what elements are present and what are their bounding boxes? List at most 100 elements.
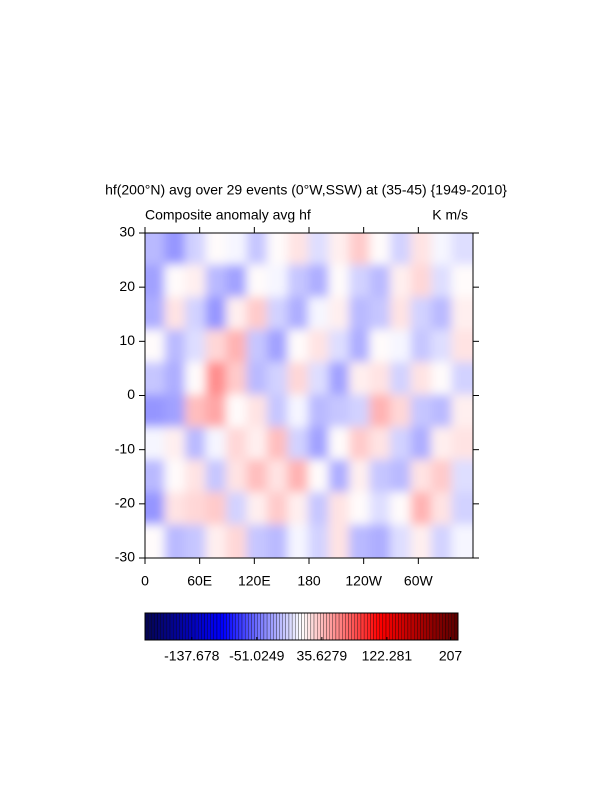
cell <box>451 264 473 299</box>
cell <box>287 394 310 429</box>
cell <box>267 524 290 558</box>
cell <box>328 492 351 527</box>
cell <box>349 492 372 527</box>
cell <box>410 329 433 364</box>
colorbar-box <box>332 612 337 641</box>
colorbar-box <box>429 612 434 641</box>
colorbar-box <box>395 612 399 641</box>
colorbar-box <box>173 612 177 641</box>
colorbar-box <box>301 612 305 641</box>
cell <box>246 427 269 462</box>
colorbar-box <box>451 612 456 641</box>
cell <box>328 524 351 558</box>
cell <box>185 427 208 462</box>
x-tick-label: 0 <box>141 573 149 589</box>
colorbar-box <box>282 612 287 641</box>
cell <box>185 264 208 299</box>
cell <box>410 264 433 299</box>
cell <box>267 362 290 397</box>
colorbar-box <box>235 612 240 641</box>
cell <box>451 297 473 332</box>
cell <box>390 362 413 397</box>
colorbar-box <box>448 612 452 641</box>
cell <box>145 362 167 397</box>
colorbar-box <box>345 612 349 641</box>
cell <box>145 394 167 429</box>
colorbar-box <box>276 612 280 641</box>
colorbar-box <box>260 612 265 641</box>
cell <box>287 492 310 527</box>
cell <box>287 297 310 332</box>
y-tick-label: 10 <box>119 332 135 348</box>
cell <box>246 297 269 332</box>
colorbar-label: 122.281 <box>362 648 413 664</box>
field <box>145 233 473 558</box>
cell <box>164 492 187 527</box>
cell <box>369 492 392 527</box>
cell <box>451 524 473 558</box>
cell <box>287 524 310 558</box>
cell <box>246 524 269 558</box>
cell <box>308 524 331 558</box>
cell <box>369 264 392 299</box>
cell <box>308 233 331 267</box>
colorbar-box <box>254 612 258 641</box>
cell <box>246 264 269 299</box>
cell <box>308 492 331 527</box>
colorbar-box <box>354 612 358 641</box>
cell <box>390 427 413 462</box>
cell <box>369 233 392 267</box>
cell <box>431 524 454 558</box>
cell <box>328 264 351 299</box>
cell <box>185 394 208 429</box>
colorbar-box <box>376 612 380 641</box>
cell <box>328 329 351 364</box>
cell <box>226 394 249 429</box>
cell <box>164 362 187 397</box>
cell <box>349 297 372 332</box>
cell <box>390 297 413 332</box>
y-tick-label: 30 <box>119 224 135 240</box>
cell <box>287 233 310 267</box>
colorbar-box <box>370 612 374 641</box>
colorbar-box <box>357 612 362 641</box>
cell <box>287 459 310 494</box>
cell <box>226 233 249 267</box>
cell <box>246 329 269 364</box>
cell <box>308 297 331 332</box>
cell <box>328 362 351 397</box>
colorbar-box <box>198 612 202 641</box>
cell <box>410 297 433 332</box>
cell <box>246 362 269 397</box>
cell <box>369 427 392 462</box>
colorbar-label: 207 <box>439 648 463 664</box>
chart-title: hf(200°N) avg over 29 events (0°W,SSW) a… <box>105 182 507 198</box>
colorbar-label: -51.0249 <box>229 648 284 664</box>
cell <box>287 329 310 364</box>
colorbar-box <box>241 612 246 641</box>
axes: 30 20 10 0 -10 -20 -30 0 60E 120E 180 120W 60W <box>115 224 479 589</box>
cell <box>308 427 331 462</box>
cell <box>349 233 372 267</box>
colorbar-box <box>417 612 421 641</box>
units: K m/s <box>432 207 468 223</box>
x-tick-label: 120E <box>238 573 271 589</box>
cell <box>185 362 208 397</box>
colorbar-box <box>404 612 409 641</box>
colorbar-box <box>245 612 249 641</box>
colorbar-box <box>410 612 415 641</box>
cell <box>145 492 167 527</box>
cell <box>451 329 473 364</box>
cell <box>308 329 331 364</box>
cell <box>451 362 473 397</box>
cell <box>164 427 187 462</box>
cell <box>451 233 473 267</box>
cell <box>328 427 351 462</box>
colorbar-box <box>219 612 224 641</box>
cell <box>205 297 228 332</box>
x-tick-label: 60W <box>404 573 434 589</box>
cell <box>431 264 454 299</box>
cell <box>145 329 167 364</box>
colorbar-box <box>420 612 424 641</box>
